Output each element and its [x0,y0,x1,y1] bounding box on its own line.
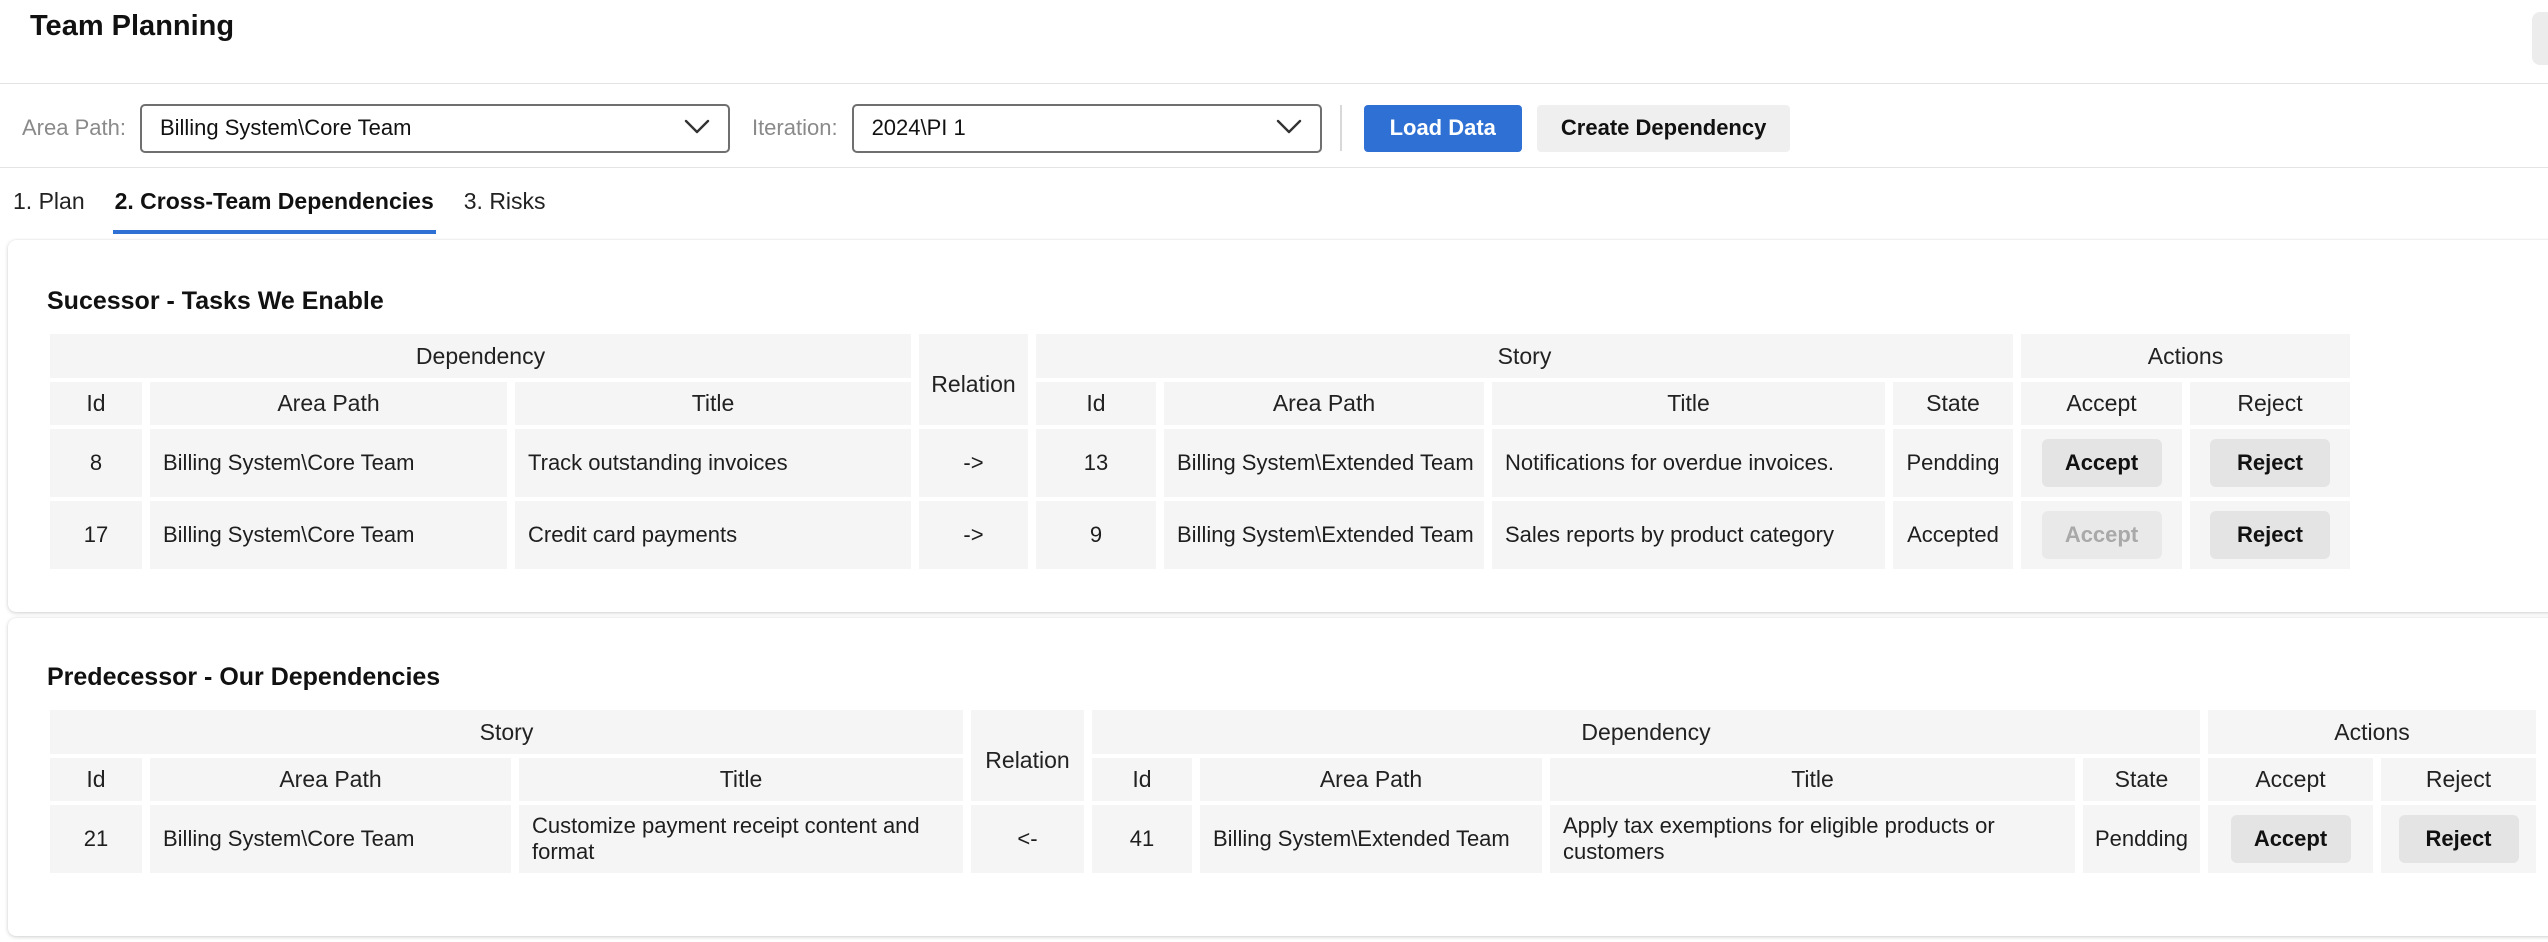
group-header-actions: Actions [2021,334,2350,378]
predecessor-column-header-row: Id Area Path Title Id Area Path Title St… [50,758,2536,801]
load-data-button[interactable]: Load Data [1363,104,1522,152]
dependency-id-cell: 41 [1092,805,1192,873]
col-header-reject: Reject [2381,758,2536,801]
successor-card: Sucessor - Tasks We Enable Dependency Re… [8,240,2548,612]
tab-plan[interactable]: 1. Plan [13,188,85,214]
col-header-title: Title [515,382,911,425]
group-header-relation: Relation [919,334,1028,425]
col-header-accept: Accept [2021,382,2182,425]
successor-column-header-row: Id Area Path Title Id Area Path Title St… [50,382,2350,425]
relation-cell: -> [919,429,1028,497]
dependency-area-path-cell: Billing System\Core Team [150,429,507,497]
tab-bar: 1. Plan 2. Cross-Team Dependencies 3. Ri… [11,188,548,234]
dependency-area-path-cell: Billing System\Extended Team [1200,805,1542,873]
group-header-actions: Actions [2208,710,2536,754]
reject-button[interactable]: Reject [2210,439,2330,487]
col-header-area-path: Area Path [150,758,511,801]
successor-section-title: Sucessor - Tasks We Enable [47,287,384,315]
group-header-dependency: Dependency [1092,710,2200,754]
predecessor-table: Story Relation Dependency Actions Id Are… [42,706,2544,877]
dependency-area-path-cell: Billing System\Core Team [150,501,507,569]
state-cell: Pendding [2083,805,2200,873]
dependency-id-cell: 8 [50,429,142,497]
col-header-accept: Accept [2208,758,2373,801]
predecessor-card: Predecessor - Our Dependencies Story Rel… [8,618,2548,936]
controls-bottom-divider [0,167,2548,168]
reject-button[interactable]: Reject [2210,511,2330,559]
story-title-cell: Notifications for overdue invoices. [1492,429,1885,497]
header-divider [0,83,2548,84]
col-header-title: Title [519,758,963,801]
table-row: 8 Billing System\Core Team Track outstan… [50,429,2350,497]
create-dependency-button[interactable]: Create Dependency [1536,104,1791,152]
page-title: Team Planning [30,10,235,42]
table-row: 21 Billing System\Core Team Customize pa… [50,805,2536,873]
chevron-down-icon [672,115,710,141]
story-id-cell: 21 [50,805,142,873]
col-header-reject: Reject [2190,382,2350,425]
col-header-id: Id [1036,382,1156,425]
col-header-id: Id [1092,758,1192,801]
accept-button[interactable]: Accept [2230,815,2351,863]
controls-bar: Area Path: Billing System\Core Team Iter… [0,100,2548,156]
tab-risks[interactable]: 3. Risks [463,188,546,214]
group-header-story: Story [1036,334,2013,378]
story-title-cell: Sales reports by product category [1492,501,1885,569]
area-path-select[interactable]: Billing System\Core Team [139,103,730,153]
dependency-id-cell: 17 [50,501,142,569]
state-cell: Pendding [1893,429,2013,497]
successor-table: Dependency Relation Story Actions Id Are… [42,330,2358,573]
predecessor-section-title: Predecessor - Our Dependencies [47,663,441,691]
dependency-title-cell: Apply tax exemptions for eligible produc… [1550,805,2075,873]
area-path-value: Billing System\Core Team [159,115,412,140]
chevron-down-icon [1264,115,1302,141]
state-cell: Accepted [1893,501,2013,569]
iteration-select[interactable]: 2024\PI 1 [851,103,1322,153]
story-area-path-cell: Billing System\Extended Team [1164,429,1484,497]
col-header-area-path: Area Path [1200,758,1542,801]
col-header-area-path: Area Path [150,382,507,425]
group-header-story: Story [50,710,963,754]
accept-button[interactable]: Accept [2041,511,2162,559]
table-row: 17 Billing System\Core Team Credit card … [50,501,2350,569]
controls-divider [1339,105,1342,151]
col-header-area-path: Area Path [1164,382,1484,425]
story-title-cell: Customize payment receipt content and fo… [519,805,963,873]
col-header-state: State [1893,382,2013,425]
area-path-label: Area Path: [22,115,126,140]
relation-cell: -> [919,501,1028,569]
accept-button[interactable]: Accept [2041,439,2162,487]
tab-cross-team-dependencies[interactable]: 2. Cross-Team Dependencies [112,188,436,234]
group-header-dependency: Dependency [50,334,911,378]
col-header-title: Title [1550,758,2075,801]
successor-group-header-row: Dependency Relation Story Actions [50,334,2350,425]
story-area-path-cell: Billing System\Core Team [150,805,511,873]
story-id-cell: 9 [1036,501,1156,569]
col-header-state: State [2083,758,2200,801]
col-header-id: Id [50,758,142,801]
col-header-title: Title [1492,382,1885,425]
dependency-title-cell: Credit card payments [515,501,911,569]
vertical-scrollbar-thumb[interactable] [2532,12,2548,65]
col-header-id: Id [50,382,142,425]
iteration-label: Iteration: [751,115,838,140]
reject-button[interactable]: Reject [2398,815,2519,863]
group-header-relation: Relation [971,710,1084,801]
dependency-title-cell: Track outstanding invoices [515,429,911,497]
iteration-value: 2024\PI 1 [871,115,966,140]
story-id-cell: 13 [1036,429,1156,497]
predecessor-group-header-row: Story Relation Dependency Actions [50,710,2536,801]
relation-cell: <- [971,805,1084,873]
story-area-path-cell: Billing System\Extended Team [1164,501,1484,569]
